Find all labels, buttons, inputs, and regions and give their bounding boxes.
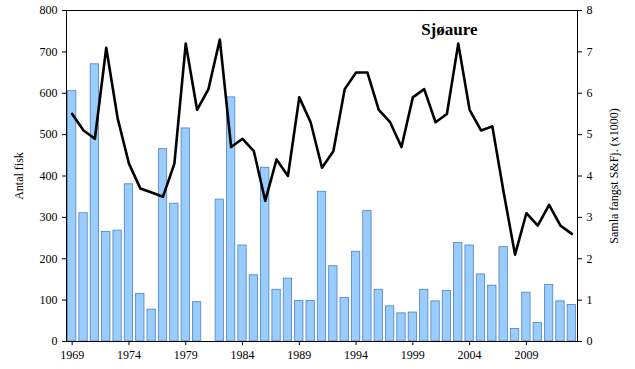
svg-text:800: 800 bbox=[40, 3, 58, 17]
svg-text:600: 600 bbox=[40, 86, 58, 100]
svg-text:1969: 1969 bbox=[60, 348, 84, 362]
svg-text:2004: 2004 bbox=[458, 348, 482, 362]
svg-text:0: 0 bbox=[587, 334, 593, 348]
svg-text:1999: 1999 bbox=[401, 348, 425, 362]
svg-text:Samla fangst S&Fj. (x1000): Samla fangst S&Fj. (x1000) bbox=[607, 108, 621, 243]
svg-text:Antal fisk: Antal fisk bbox=[12, 152, 26, 200]
svg-text:1989: 1989 bbox=[287, 348, 311, 362]
svg-text:6: 6 bbox=[587, 86, 593, 100]
svg-text:4: 4 bbox=[587, 169, 593, 183]
svg-text:3: 3 bbox=[587, 210, 593, 224]
svg-text:8: 8 bbox=[587, 3, 593, 17]
svg-text:2009: 2009 bbox=[514, 348, 538, 362]
svg-text:5: 5 bbox=[587, 127, 593, 141]
svg-text:1979: 1979 bbox=[174, 348, 198, 362]
svg-text:100: 100 bbox=[40, 293, 58, 307]
svg-text:0: 0 bbox=[52, 334, 58, 348]
svg-text:1994: 1994 bbox=[344, 348, 368, 362]
svg-text:1: 1 bbox=[587, 293, 593, 307]
svg-text:500: 500 bbox=[40, 127, 58, 141]
svg-text:300: 300 bbox=[40, 210, 58, 224]
svg-text:1984: 1984 bbox=[231, 348, 255, 362]
svg-text:700: 700 bbox=[40, 45, 58, 59]
svg-text:2: 2 bbox=[587, 252, 593, 266]
svg-text:7: 7 bbox=[587, 45, 593, 59]
svg-text:Sjøaure: Sjøaure bbox=[421, 20, 478, 39]
svg-text:400: 400 bbox=[40, 169, 58, 183]
svg-text:200: 200 bbox=[40, 252, 58, 266]
svg-text:1974: 1974 bbox=[117, 348, 141, 362]
